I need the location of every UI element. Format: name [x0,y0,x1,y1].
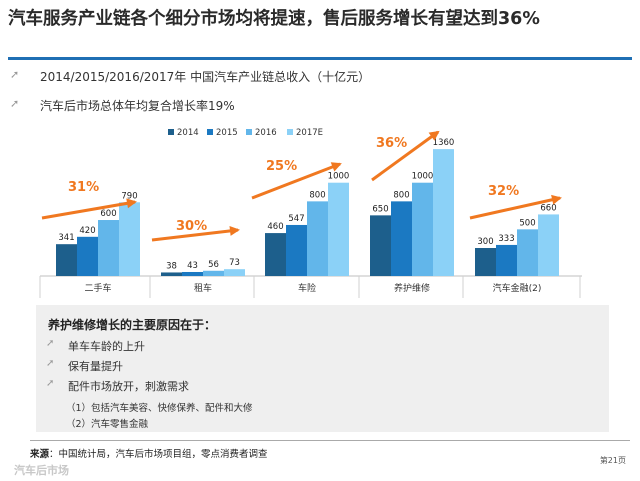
legend-label: 2017E [296,128,323,138]
legend-label: 2014 [177,128,199,138]
data-label: 333 [498,234,514,244]
trend-arrowhead [330,162,342,172]
reason-text: 保有量提升 [68,360,123,373]
category-label: 二手车 [84,282,111,294]
reasons-panel: 养护维修增长的主要原因在于： ➚ 单车车龄的上升 ➚ 保有量提升 ➚ 配件市场放… [36,305,609,432]
data-label: 1360 [433,138,455,148]
arrow-icon: ➚ [46,338,55,349]
trend-arrow [469,196,561,220]
data-label: 341 [58,233,74,243]
growth-label: 25% [266,159,297,174]
bar [517,229,538,276]
bar [538,214,559,276]
trend-arrowhead [229,225,240,236]
data-label: 73 [229,258,240,268]
page-title: 汽车服务产业链各个细分市场均将提速，售后服务增长有望达到36% [8,9,540,29]
bar [203,270,224,276]
bar [77,236,98,276]
data-label: 790 [121,191,137,201]
trend-arrow [41,200,136,220]
trend-arrowhead [428,130,440,141]
watermark: 汽车后市场 [14,464,69,477]
data-label: 460 [267,222,283,232]
revenue-bar-chart: 2014 2015 2016 2017E 341 420 600 790 二手车 38 43 56 73… [39,128,582,298]
category-label: 租车 [194,282,212,294]
bullet-text: 汽车后市场总体年均复合增长率19% [40,99,235,113]
arrow-icon: ➚ [46,378,55,389]
category-label: 汽车金融(2) [493,282,542,294]
bar [475,248,496,276]
data-label: 300 [477,237,493,247]
bar [119,202,140,276]
bar [98,220,119,276]
bullet-cagr: ➚ 汽车后市场总体年均复合增长率19% [10,97,235,114]
legend-swatch [287,129,293,135]
bar [182,271,203,276]
bar [161,272,182,276]
source-line: 来源：中国统计局，汽车后市场项目组，零点消费者调查 [30,446,268,460]
bullet-revenue: ➚ 2014/2015/2016/2017年 中国汽车产业链总收入（十亿元） [10,68,371,85]
data-label: 1000 [412,172,434,182]
growth-label: 30% [176,219,207,234]
data-label: 800 [393,190,409,200]
page-number: 第21页 [599,456,626,465]
bar [328,182,349,276]
bar [433,149,454,276]
trend-arrowhead [551,194,562,205]
trend-arrow [151,228,239,242]
data-label: 1000 [328,172,350,182]
arrow-icon: ➚ [10,97,20,110]
legend-label: 2016 [255,128,277,138]
data-label: 56 [208,260,219,270]
data-label: 43 [187,261,198,271]
source-text: ：中国统计局，汽车后市场项目组，零点消费者调查 [49,449,268,460]
bar [265,233,286,276]
data-label: 420 [79,226,95,236]
trend-arrow [371,130,439,182]
data-label: 38 [166,261,177,271]
growth-label: 36% [376,136,407,151]
bar [496,244,517,276]
bar [307,201,328,276]
bar [412,182,433,276]
growth-label: 32% [488,184,519,199]
data-label: 547 [288,214,304,224]
bar [224,269,245,276]
legend-swatch [246,129,252,135]
reason-item: ➚ 单车车龄的上升 [46,338,145,354]
reason-item: ➚ 保有量提升 [46,358,123,374]
data-label: 500 [519,218,535,228]
bar [370,215,391,276]
legend-swatch [168,129,174,135]
source-divider [30,440,630,441]
data-label: 800 [309,190,325,200]
bar [56,244,77,276]
legend-swatch [207,129,213,135]
category-label: 养护维修 [394,282,430,294]
bar [391,201,412,276]
arrow-icon: ➚ [10,68,20,81]
title-divider [8,57,632,60]
growth-label: 31% [68,180,99,195]
data-label: 660 [540,203,556,213]
trend-arrowhead [126,198,137,209]
reasons-heading: 养护维修增长的主要原因在于： [48,318,217,332]
reason-text: 配件市场放开，刺激需求 [68,380,189,393]
bullet-text: 2014/2015/2016/2017年 中国汽车产业链总收入（十亿元） [40,70,371,84]
footnote-2: （2）汽车零售金融 [66,419,149,430]
data-label: 650 [372,204,388,214]
category-label: 车险 [298,282,316,294]
reason-item: ➚ 配件市场放开，刺激需求 [46,378,189,394]
data-label: 600 [100,209,116,219]
footnote-1: （1）包括汽车美容、快修保养、配件和大修 [66,403,253,414]
source-label: 来源 [30,449,50,460]
legend-label: 2015 [216,128,238,138]
trend-arrow [251,162,341,200]
reason-text: 单车车龄的上升 [68,340,145,353]
arrow-icon: ➚ [46,358,55,369]
bar [286,224,307,276]
